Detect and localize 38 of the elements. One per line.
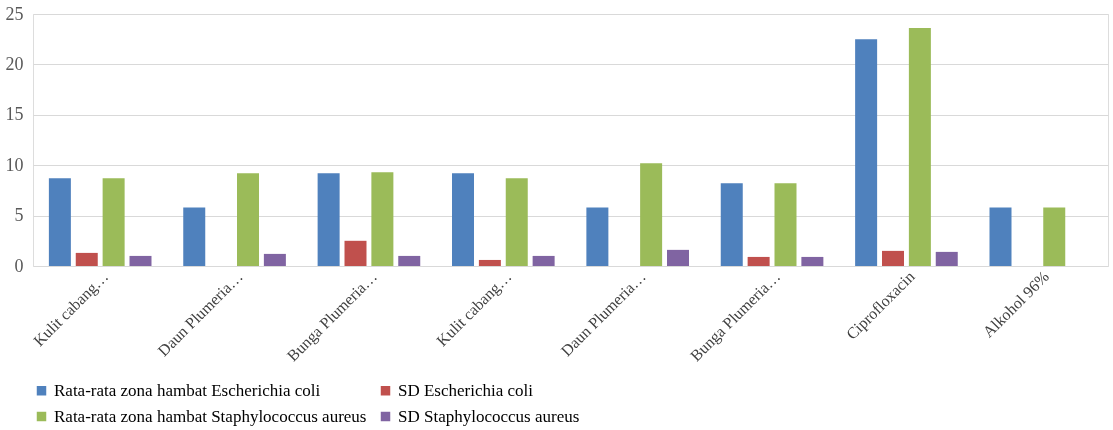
bar: [505, 178, 528, 266]
y-tick-label: 0: [14, 255, 24, 276]
bar: [747, 256, 770, 266]
y-tick-label: 20: [5, 53, 24, 74]
bar: [908, 28, 931, 266]
bar: [882, 250, 904, 266]
y-tick-label: 10: [5, 154, 24, 175]
bar: [935, 251, 958, 266]
y-tick-label: 15: [5, 104, 24, 125]
bar: [1043, 207, 1066, 266]
legend-label: Rata-rata zona hambat Staphylococcus aureus: [54, 406, 367, 426]
bar: [398, 255, 421, 266]
bar: [989, 207, 1012, 266]
legend-label: SD Escherichia coli: [398, 380, 534, 400]
bar: [129, 255, 152, 266]
legend-label: SD Staphylococcus aureus: [398, 406, 580, 426]
bar: [48, 178, 71, 266]
y-tick-label: 5: [14, 205, 24, 226]
bar: [317, 173, 340, 266]
bar: [774, 183, 797, 266]
bar: [640, 163, 663, 266]
bar: [344, 240, 367, 266]
bar: [102, 178, 125, 266]
bar: [586, 207, 609, 266]
bar: [532, 255, 555, 266]
bar: [371, 172, 394, 266]
bar: [183, 207, 206, 266]
bar: [855, 39, 878, 266]
legend-label: Rata-rata zona hambat Escherichia coli: [54, 380, 321, 400]
bar: [801, 256, 824, 266]
bar: [478, 259, 501, 266]
bar: [237, 173, 259, 266]
bar: [452, 173, 474, 266]
bar: [263, 253, 286, 266]
y-tick-label: 25: [5, 3, 24, 24]
bar: [667, 249, 689, 266]
bar: [75, 252, 98, 266]
bar: [720, 183, 743, 266]
